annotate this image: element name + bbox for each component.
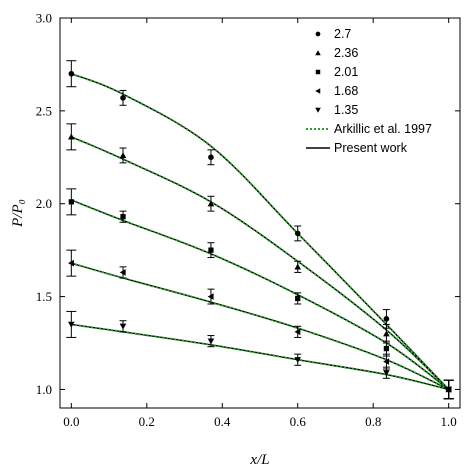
y-tick-label: 3.0	[36, 11, 52, 26]
legend-marker-1.35	[315, 107, 321, 113]
legend-label: Arkillic et al. 1997	[334, 122, 432, 136]
legend-label: 2.01	[334, 65, 358, 79]
x-tick-label: 0.4	[214, 414, 231, 429]
data-point-1.68	[68, 259, 74, 267]
arkillic-curve-2.7	[70, 72, 450, 391]
data-point-1.68	[294, 328, 301, 336]
data-point-2.01	[383, 345, 390, 352]
data-point-1.68	[207, 293, 214, 300]
y-tick-label: 1.0	[36, 382, 52, 397]
data-point-1.35	[294, 357, 302, 364]
x-tick-label: 0.0	[63, 414, 79, 429]
data-point-2.01	[295, 295, 301, 302]
data-point-2.7	[120, 95, 126, 101]
legend-label: Present work	[334, 141, 408, 155]
legend-marker-2.01	[315, 69, 321, 75]
data-point-2.36	[68, 133, 75, 140]
y-tick-label: 2.0	[36, 196, 52, 211]
legend-label: 1.68	[334, 84, 358, 98]
data-markers	[68, 70, 452, 393]
data-point-1.35	[445, 386, 452, 393]
data-point-2.36	[119, 152, 127, 159]
x-axis-ticks: 0.0 0.2 0.4 0.6 0.8 1.0	[63, 18, 457, 429]
data-point-1.35	[383, 370, 390, 377]
x-axis-label: x/L	[249, 452, 269, 468]
data-point-2.36	[207, 200, 215, 207]
x-tick-label: 0.2	[139, 414, 155, 429]
plot-frame	[59, 17, 461, 409]
legend: 2.7 2.36 2.01 1.68 1.35 Arkillic et al. 1997 P…	[306, 27, 432, 155]
data-point-1.35	[68, 321, 75, 328]
legend-marker-1.68	[315, 88, 321, 94]
data-point-2.36	[383, 330, 390, 337]
data-point-1.35	[119, 323, 127, 330]
data-point-2.7	[208, 154, 214, 161]
x-tick-label: 0.6	[290, 414, 307, 429]
data-point-1.35	[207, 338, 215, 345]
legend-marker-2.36	[315, 50, 321, 56]
x-tick-label: 0.8	[365, 414, 381, 429]
legend-label: 1.35	[334, 103, 358, 117]
data-point-2.7	[294, 230, 301, 237]
y-axis-ticks: 1.0 1.5 2.0 2.5 3.0	[36, 11, 460, 397]
data-point-2.36	[294, 263, 302, 270]
data-point-2.7	[383, 316, 390, 322]
legend-label: 2.7	[334, 27, 351, 41]
data-point-2.01	[68, 199, 74, 205]
legend-marker-2.7	[315, 31, 321, 37]
y-axis-label: P/P₀	[10, 199, 26, 228]
data-point-2.01	[208, 247, 214, 253]
y-tick-label: 2.5	[36, 103, 52, 118]
y-tick-label: 1.5	[36, 289, 52, 304]
legend-label: 2.36	[334, 46, 358, 60]
data-point-2.01	[120, 214, 126, 220]
data-point-1.68	[119, 269, 126, 276]
data-point-1.68	[383, 358, 390, 365]
plot-area: 0.0 0.2 0.4 0.6 0.8 1.0 1.0 1.5 2.0 2.5 3.0	[36, 11, 461, 429]
data-point-2.7	[68, 70, 75, 77]
x-tick-label: 1.0	[441, 414, 457, 429]
